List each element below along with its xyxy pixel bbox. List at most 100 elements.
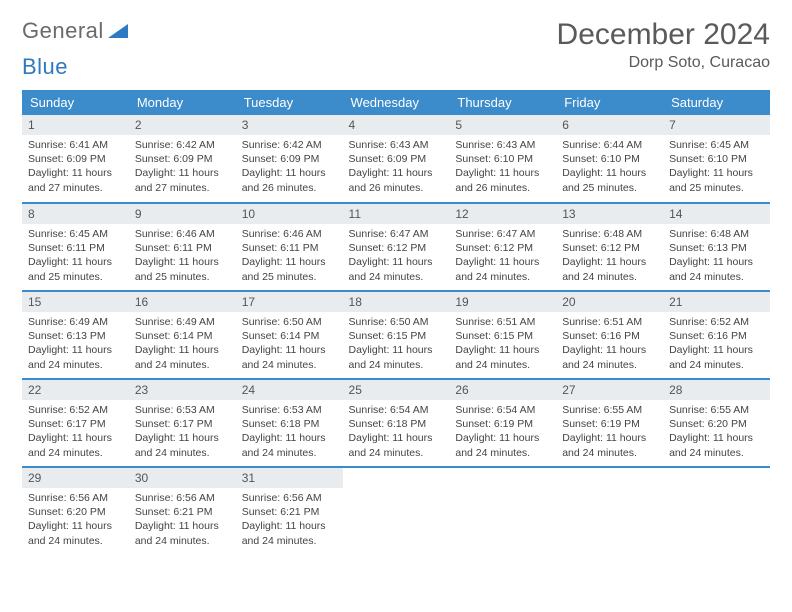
day-number: 3 — [236, 115, 343, 135]
calendar-day-cell: 4Sunrise: 6:43 AMSunset: 6:09 PMDaylight… — [343, 115, 450, 203]
day-number: 23 — [129, 380, 236, 400]
day-details: Sunrise: 6:42 AMSunset: 6:09 PMDaylight:… — [236, 135, 343, 201]
calendar-day-cell: 28Sunrise: 6:55 AMSunset: 6:20 PMDayligh… — [663, 379, 770, 467]
calendar-day-cell: 6Sunrise: 6:44 AMSunset: 6:10 PMDaylight… — [556, 115, 663, 203]
day-number: 1 — [22, 115, 129, 135]
day-number: 21 — [663, 292, 770, 312]
weekday-header: Monday — [129, 90, 236, 115]
day-details: Sunrise: 6:47 AMSunset: 6:12 PMDaylight:… — [449, 224, 556, 290]
calendar-day-cell: 15Sunrise: 6:49 AMSunset: 6:13 PMDayligh… — [22, 291, 129, 379]
day-number: 5 — [449, 115, 556, 135]
day-details: Sunrise: 6:53 AMSunset: 6:18 PMDaylight:… — [236, 400, 343, 466]
calendar-day-cell: 13Sunrise: 6:48 AMSunset: 6:12 PMDayligh… — [556, 203, 663, 291]
calendar-week-row: 8Sunrise: 6:45 AMSunset: 6:11 PMDaylight… — [22, 203, 770, 291]
day-number: 16 — [129, 292, 236, 312]
day-details: Sunrise: 6:54 AMSunset: 6:18 PMDaylight:… — [343, 400, 450, 466]
day-details: Sunrise: 6:55 AMSunset: 6:19 PMDaylight:… — [556, 400, 663, 466]
day-number: 27 — [556, 380, 663, 400]
calendar-day-cell: 21Sunrise: 6:52 AMSunset: 6:16 PMDayligh… — [663, 291, 770, 379]
day-number: 20 — [556, 292, 663, 312]
calendar-day-cell: .. — [449, 467, 556, 555]
day-details: Sunrise: 6:43 AMSunset: 6:09 PMDaylight:… — [343, 135, 450, 201]
calendar-day-cell: 18Sunrise: 6:50 AMSunset: 6:15 PMDayligh… — [343, 291, 450, 379]
logo-text-1: General — [22, 18, 104, 44]
day-number: 8 — [22, 204, 129, 224]
day-details: Sunrise: 6:45 AMSunset: 6:11 PMDaylight:… — [22, 224, 129, 290]
calendar-day-cell: 19Sunrise: 6:51 AMSunset: 6:15 PMDayligh… — [449, 291, 556, 379]
day-number: 9 — [129, 204, 236, 224]
weekday-header: Tuesday — [236, 90, 343, 115]
calendar-day-cell: 24Sunrise: 6:53 AMSunset: 6:18 PMDayligh… — [236, 379, 343, 467]
day-details: Sunrise: 6:43 AMSunset: 6:10 PMDaylight:… — [449, 135, 556, 201]
day-details: Sunrise: 6:45 AMSunset: 6:10 PMDaylight:… — [663, 135, 770, 201]
day-number: 14 — [663, 204, 770, 224]
day-number: 18 — [343, 292, 450, 312]
day-details: Sunrise: 6:52 AMSunset: 6:17 PMDaylight:… — [22, 400, 129, 466]
day-details: Sunrise: 6:46 AMSunset: 6:11 PMDaylight:… — [129, 224, 236, 290]
day-number: 22 — [22, 380, 129, 400]
calendar-day-cell: .. — [663, 467, 770, 555]
calendar-day-cell: 17Sunrise: 6:50 AMSunset: 6:14 PMDayligh… — [236, 291, 343, 379]
calendar-table: SundayMondayTuesdayWednesdayThursdayFrid… — [22, 90, 770, 555]
day-details: Sunrise: 6:56 AMSunset: 6:21 PMDaylight:… — [236, 488, 343, 554]
day-number: 2 — [129, 115, 236, 135]
day-number: 29 — [22, 468, 129, 488]
day-number: 30 — [129, 468, 236, 488]
day-number: 13 — [556, 204, 663, 224]
calendar-day-cell: 26Sunrise: 6:54 AMSunset: 6:19 PMDayligh… — [449, 379, 556, 467]
weekday-header: Thursday — [449, 90, 556, 115]
calendar-day-cell: 3Sunrise: 6:42 AMSunset: 6:09 PMDaylight… — [236, 115, 343, 203]
calendar-week-row: 1Sunrise: 6:41 AMSunset: 6:09 PMDaylight… — [22, 115, 770, 203]
calendar-day-cell: 10Sunrise: 6:46 AMSunset: 6:11 PMDayligh… — [236, 203, 343, 291]
day-details: Sunrise: 6:51 AMSunset: 6:16 PMDaylight:… — [556, 312, 663, 378]
calendar-day-cell: 14Sunrise: 6:48 AMSunset: 6:13 PMDayligh… — [663, 203, 770, 291]
day-details: Sunrise: 6:51 AMSunset: 6:15 PMDaylight:… — [449, 312, 556, 378]
calendar-day-cell: 9Sunrise: 6:46 AMSunset: 6:11 PMDaylight… — [129, 203, 236, 291]
location: Dorp Soto, Curacao — [557, 54, 770, 72]
day-details: Sunrise: 6:44 AMSunset: 6:10 PMDaylight:… — [556, 135, 663, 201]
day-number: 17 — [236, 292, 343, 312]
calendar-day-cell: 22Sunrise: 6:52 AMSunset: 6:17 PMDayligh… — [22, 379, 129, 467]
calendar-day-cell: .. — [556, 467, 663, 555]
day-details: Sunrise: 6:53 AMSunset: 6:17 PMDaylight:… — [129, 400, 236, 466]
day-details: Sunrise: 6:50 AMSunset: 6:15 PMDaylight:… — [343, 312, 450, 378]
calendar-week-row: 29Sunrise: 6:56 AMSunset: 6:20 PMDayligh… — [22, 467, 770, 555]
calendar-day-cell: 5Sunrise: 6:43 AMSunset: 6:10 PMDaylight… — [449, 115, 556, 203]
day-details: Sunrise: 6:54 AMSunset: 6:19 PMDaylight:… — [449, 400, 556, 466]
day-details: Sunrise: 6:48 AMSunset: 6:13 PMDaylight:… — [663, 224, 770, 290]
month-title: December 2024 — [557, 18, 770, 52]
calendar-day-cell: 2Sunrise: 6:42 AMSunset: 6:09 PMDaylight… — [129, 115, 236, 203]
day-details: Sunrise: 6:52 AMSunset: 6:16 PMDaylight:… — [663, 312, 770, 378]
weekday-header: Saturday — [663, 90, 770, 115]
calendar-day-cell: 29Sunrise: 6:56 AMSunset: 6:20 PMDayligh… — [22, 467, 129, 555]
day-number: 28 — [663, 380, 770, 400]
calendar-day-cell: 1Sunrise: 6:41 AMSunset: 6:09 PMDaylight… — [22, 115, 129, 203]
calendar-day-cell: .. — [343, 467, 450, 555]
day-details: Sunrise: 6:46 AMSunset: 6:11 PMDaylight:… — [236, 224, 343, 290]
day-details: Sunrise: 6:49 AMSunset: 6:13 PMDaylight:… — [22, 312, 129, 378]
calendar-day-cell: 27Sunrise: 6:55 AMSunset: 6:19 PMDayligh… — [556, 379, 663, 467]
calendar-day-cell: 7Sunrise: 6:45 AMSunset: 6:10 PMDaylight… — [663, 115, 770, 203]
calendar-day-cell: 16Sunrise: 6:49 AMSunset: 6:14 PMDayligh… — [129, 291, 236, 379]
calendar-day-cell: 12Sunrise: 6:47 AMSunset: 6:12 PMDayligh… — [449, 203, 556, 291]
day-number: 12 — [449, 204, 556, 224]
calendar-day-cell: 31Sunrise: 6:56 AMSunset: 6:21 PMDayligh… — [236, 467, 343, 555]
calendar-day-cell: 23Sunrise: 6:53 AMSunset: 6:17 PMDayligh… — [129, 379, 236, 467]
day-number: 15 — [22, 292, 129, 312]
calendar-day-cell: 11Sunrise: 6:47 AMSunset: 6:12 PMDayligh… — [343, 203, 450, 291]
day-number: 10 — [236, 204, 343, 224]
calendar-day-cell: 25Sunrise: 6:54 AMSunset: 6:18 PMDayligh… — [343, 379, 450, 467]
day-details: Sunrise: 6:55 AMSunset: 6:20 PMDaylight:… — [663, 400, 770, 466]
calendar-day-cell: 30Sunrise: 6:56 AMSunset: 6:21 PMDayligh… — [129, 467, 236, 555]
day-number: 25 — [343, 380, 450, 400]
calendar-week-row: 22Sunrise: 6:52 AMSunset: 6:17 PMDayligh… — [22, 379, 770, 467]
calendar-day-cell: 20Sunrise: 6:51 AMSunset: 6:16 PMDayligh… — [556, 291, 663, 379]
day-details: Sunrise: 6:41 AMSunset: 6:09 PMDaylight:… — [22, 135, 129, 201]
day-number: 31 — [236, 468, 343, 488]
weekday-header: Wednesday — [343, 90, 450, 115]
logo-text-2: Blue — [22, 54, 68, 80]
weekday-header-row: SundayMondayTuesdayWednesdayThursdayFrid… — [22, 90, 770, 115]
day-number: 7 — [663, 115, 770, 135]
day-details: Sunrise: 6:56 AMSunset: 6:20 PMDaylight:… — [22, 488, 129, 554]
day-number: 11 — [343, 204, 450, 224]
